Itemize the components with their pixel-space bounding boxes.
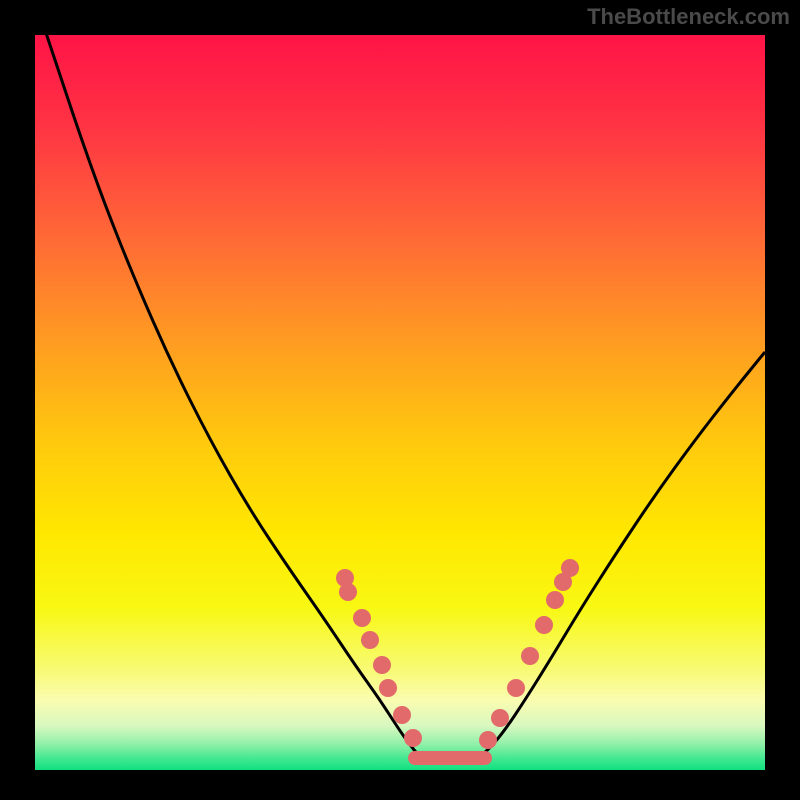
watermark-text: TheBottleneck.com bbox=[587, 4, 790, 30]
chart-container: TheBottleneck.com bbox=[0, 0, 800, 800]
bottleneck-chart bbox=[0, 0, 800, 800]
